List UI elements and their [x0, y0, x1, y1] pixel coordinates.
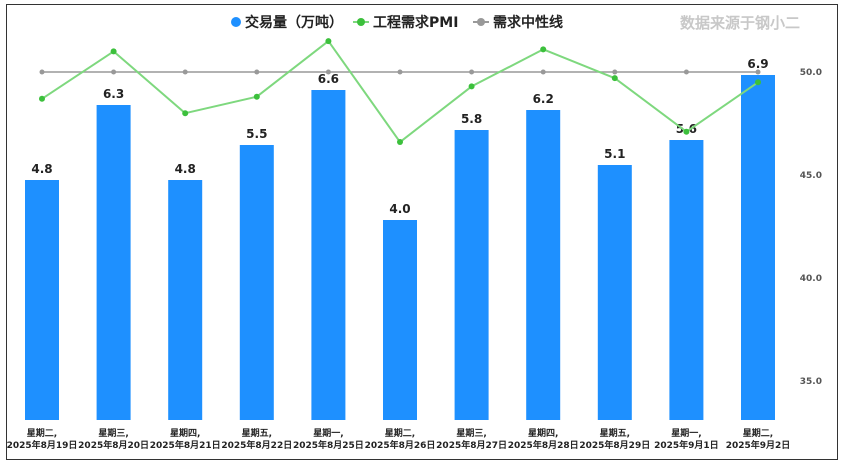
bar-7	[526, 110, 561, 420]
x-tick-10: 星期二,2025年9月2日	[726, 427, 791, 451]
pmi-point-7	[540, 46, 547, 53]
right-axis: 35.0 40.0 45.0 50.0	[800, 68, 822, 387]
x-tick-weekday-1: 星期三,	[98, 427, 128, 439]
pmi-point-9	[683, 128, 690, 135]
pmi-line	[41, 40, 759, 144]
legend-label-volume: 交易量（万吨）	[245, 14, 343, 31]
x-tick-weekday-8: 星期五,	[600, 427, 630, 439]
bar-6	[454, 130, 489, 420]
right-axis-tick-3: 50.0	[800, 68, 822, 78]
bar-4	[311, 90, 346, 420]
x-tick-1: 星期三,2025年8月20日	[78, 427, 149, 451]
bar-data-labels: 4.86.34.85.56.64.05.86.25.15.66.9	[31, 57, 768, 216]
x-tick-weekday-10: 星期二,	[743, 427, 773, 439]
x-tick-date-2: 2025年8月21日	[150, 439, 221, 451]
legend-label-pmi: 工程需求PMI	[373, 14, 458, 31]
x-tick-weekday-0: 星期二,	[27, 427, 57, 439]
pmi-point-6	[468, 83, 475, 90]
x-tick-5: 星期二,2025年8月26日	[365, 427, 436, 451]
neutral-point-7	[540, 69, 546, 75]
neutral-point-3	[254, 69, 260, 75]
neutral-point-9	[683, 69, 689, 75]
bar-label-10: 6.9	[747, 57, 768, 71]
x-tick-date-4: 2025年8月25日	[293, 439, 364, 451]
x-tick-weekday-5: 星期二,	[385, 427, 415, 439]
neutral-point-2	[182, 69, 188, 75]
x-tick-date-8: 2025年8月29日	[579, 439, 650, 451]
x-tick-date-5: 2025年8月26日	[365, 439, 436, 451]
x-tick-2: 星期四,2025年8月21日	[150, 427, 221, 451]
neutral-point-10	[755, 69, 761, 75]
x-tick-weekday-9: 星期一,	[671, 427, 701, 439]
legend-label-neutral: 需求中性线	[493, 14, 563, 31]
bar-label-2: 4.8	[175, 162, 196, 176]
pmi-point-3	[253, 93, 260, 100]
legend-item-volume[interactable]: 交易量（万吨）	[231, 14, 343, 31]
bar-1	[96, 105, 131, 420]
legend-item-pmi[interactable]: 工程需求PMI	[353, 14, 458, 31]
pmi-point-5	[397, 139, 403, 146]
neutral-point-0	[39, 69, 45, 75]
x-tick-4: 星期一,2025年8月25日	[293, 427, 364, 451]
x-tick-3: 星期五,2025年8月22日	[221, 427, 292, 451]
bar-series-volume	[25, 75, 775, 420]
right-axis-tick-0: 35.0	[800, 377, 822, 387]
line-series-neutral	[39, 69, 761, 75]
neutral-point-4	[325, 69, 331, 75]
bar-label-4: 6.6	[318, 72, 339, 86]
neutral-point-5	[397, 69, 403, 75]
bar-label-0: 4.8	[31, 162, 52, 176]
x-tick-date-0: 2025年8月19日	[7, 439, 78, 451]
bar-3	[239, 145, 274, 420]
pmi-point-4	[325, 38, 332, 45]
neutral-point-8	[612, 69, 618, 75]
x-tick-0: 星期二,2025年8月19日	[7, 427, 78, 451]
x-tick-weekday-6: 星期三,	[456, 427, 486, 439]
bar-8	[597, 165, 632, 420]
bar-label-6: 5.8	[461, 112, 482, 126]
x-tick-date-7: 2025年8月28日	[508, 439, 579, 451]
right-axis-tick-1: 40.0	[800, 274, 822, 284]
bar-label-1: 6.3	[103, 87, 124, 101]
x-tick-weekday-7: 星期四,	[528, 427, 558, 439]
legend-marker-pmi	[357, 18, 365, 26]
right-axis-tick-2: 45.0	[800, 171, 822, 181]
bar-label-8: 5.1	[604, 147, 625, 161]
legend: 交易量（万吨） 工程需求PMI 需求中性线	[231, 14, 563, 31]
x-tick-8: 星期五,2025年8月29日	[579, 427, 650, 451]
x-tick-weekday-3: 星期五,	[242, 427, 272, 439]
pmi-point-1	[110, 48, 117, 55]
neutral-point-1	[111, 69, 117, 75]
bar-0	[25, 180, 59, 420]
legend-marker-neutral	[477, 18, 485, 26]
line-series-pmi	[39, 38, 761, 146]
source-note: 数据来源于钢小二	[680, 14, 800, 32]
legend-marker-volume	[231, 17, 241, 27]
x-tick-7: 星期四,2025年8月28日	[508, 427, 579, 451]
pmi-point-2	[182, 110, 189, 117]
bar-10	[741, 75, 775, 420]
neutral-point-6	[469, 69, 475, 75]
x-tick-date-6: 2025年8月27日	[436, 439, 507, 451]
pmi-point-0	[39, 95, 45, 102]
legend-item-neutral[interactable]: 需求中性线	[473, 14, 563, 31]
pmi-point-10	[755, 79, 761, 86]
bar-2	[168, 180, 203, 420]
bar-label-7: 6.2	[533, 92, 554, 106]
x-tick-date-10: 2025年9月2日	[726, 439, 791, 451]
bar-9	[669, 140, 704, 420]
bar-label-3: 5.5	[246, 127, 267, 141]
x-tick-weekday-4: 星期一,	[313, 427, 343, 439]
x-axis-labels: 星期二,2025年8月19日星期三,2025年8月20日星期四,2025年8月2…	[7, 427, 791, 451]
bar-5	[383, 220, 417, 420]
x-tick-date-3: 2025年8月22日	[221, 439, 292, 451]
x-tick-9: 星期一,2025年9月1日	[654, 427, 719, 451]
pmi-point-8	[611, 75, 618, 82]
x-tick-weekday-2: 星期四,	[170, 427, 200, 439]
bar-label-5: 4.0	[389, 202, 410, 216]
x-tick-6: 星期三,2025年8月27日	[436, 427, 507, 451]
x-tick-date-9: 2025年9月1日	[654, 439, 719, 451]
x-tick-date-1: 2025年8月20日	[78, 439, 149, 451]
